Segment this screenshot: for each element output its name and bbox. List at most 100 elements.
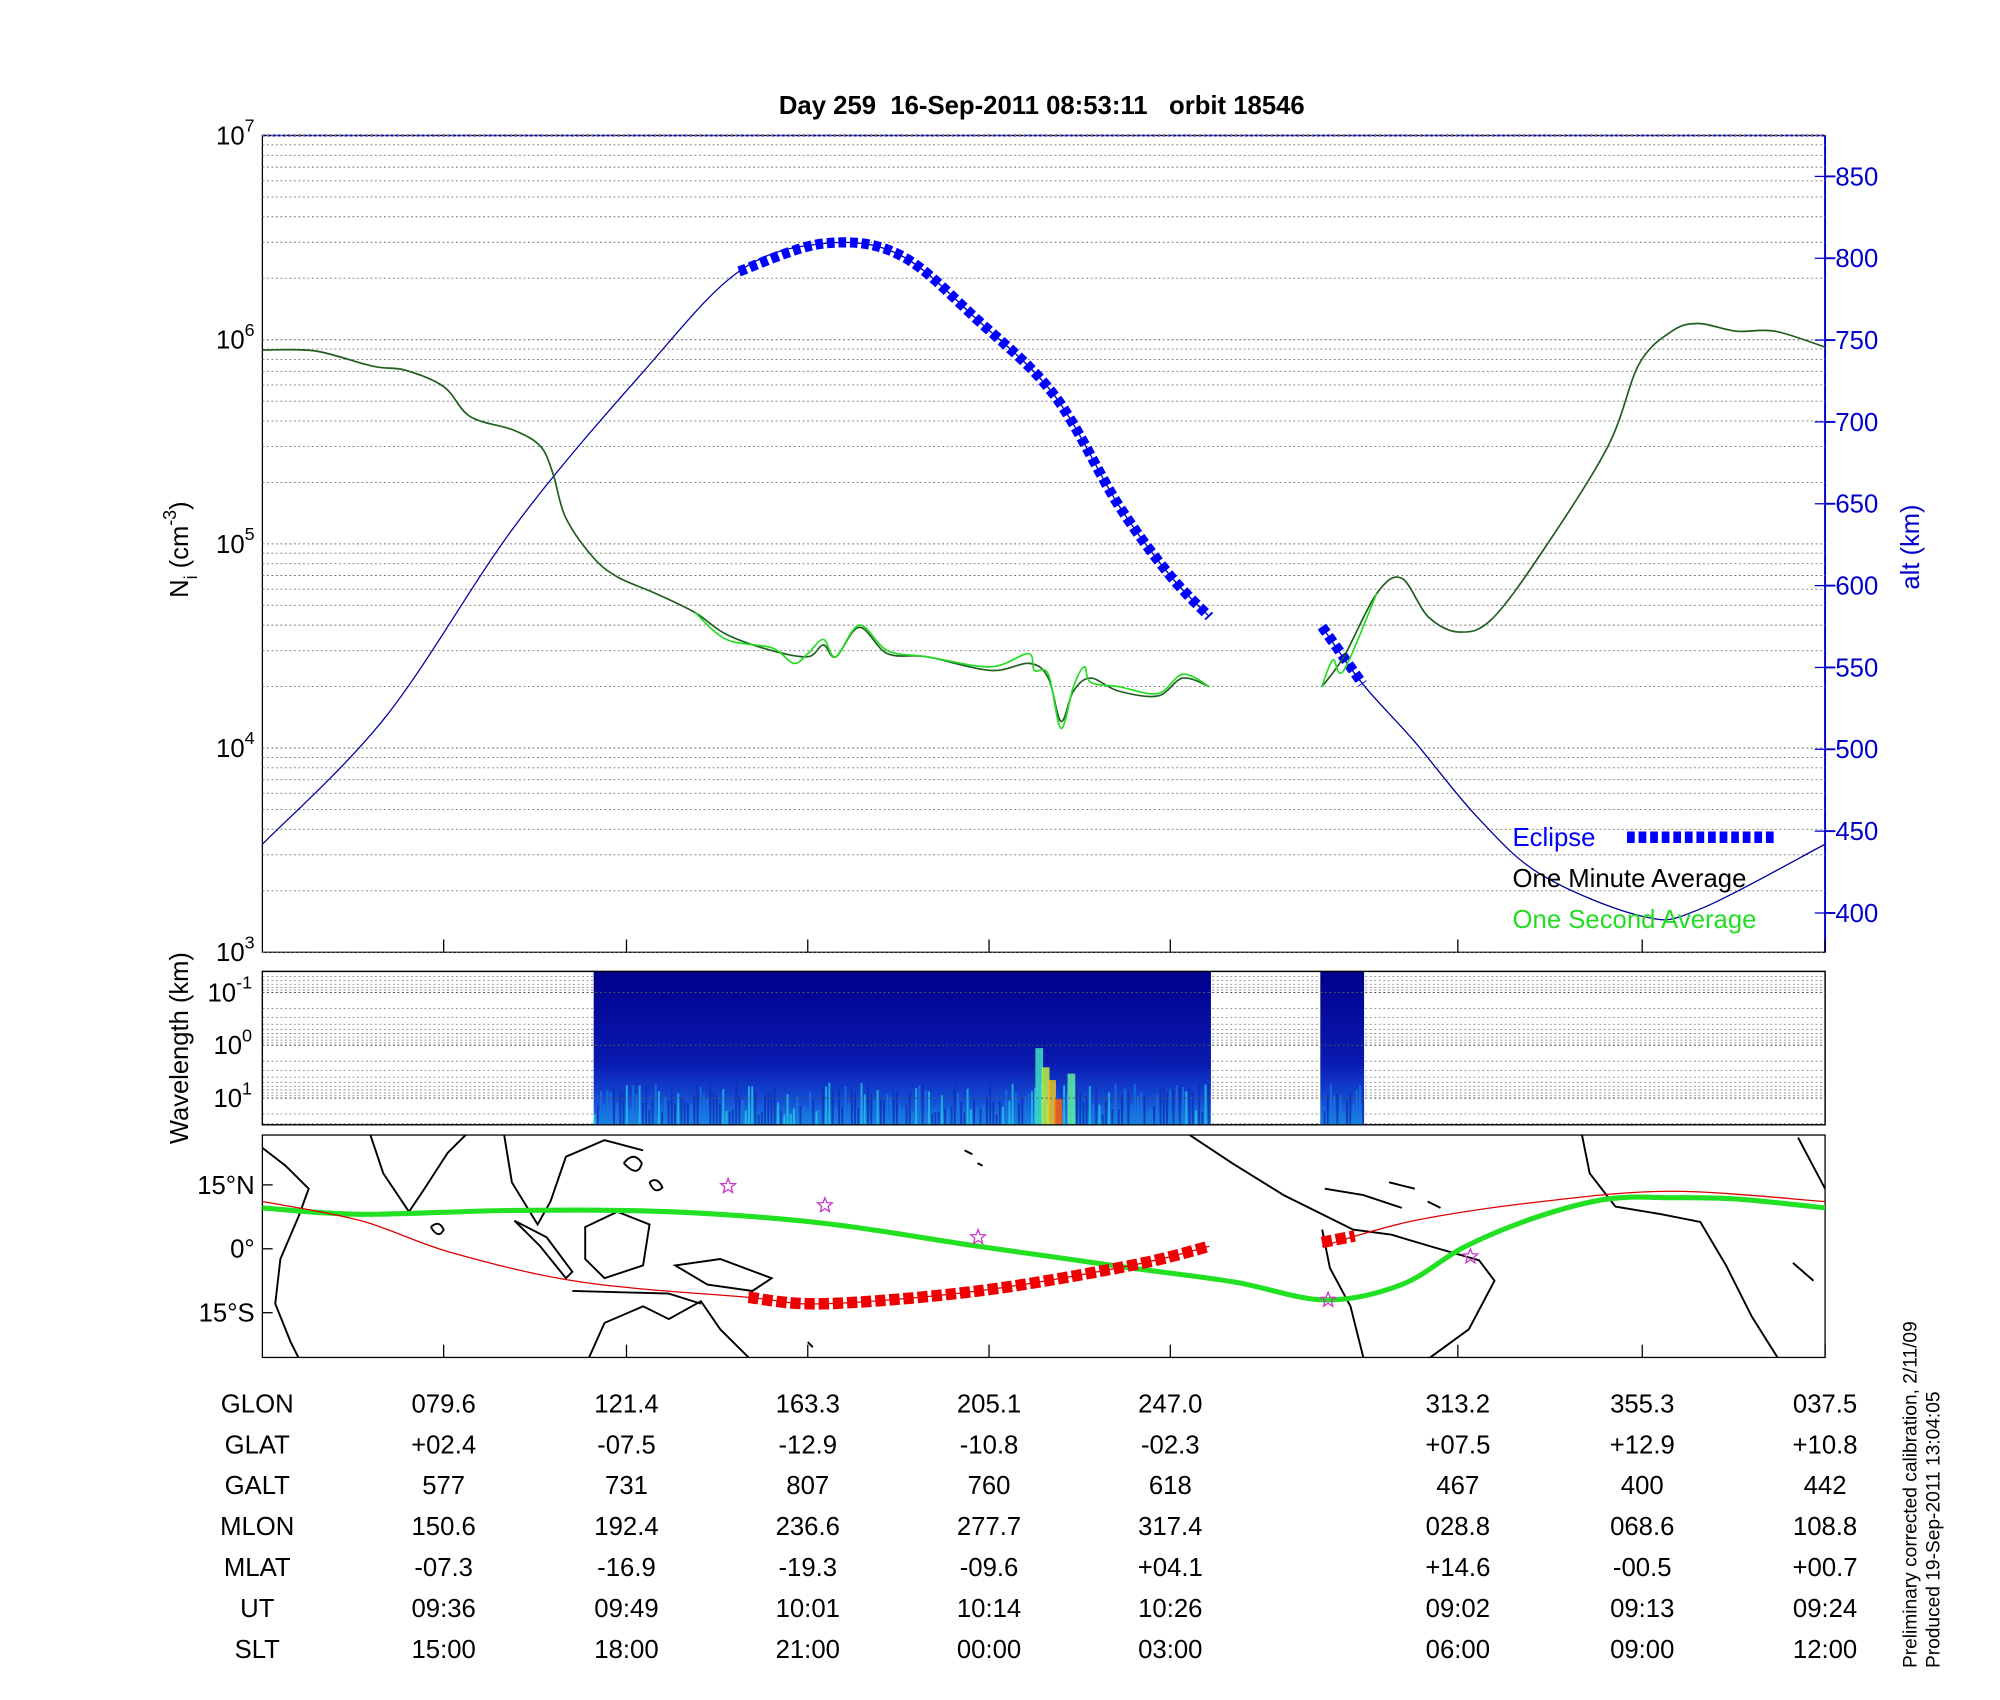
spectrogram-texture	[619, 1092, 622, 1125]
tick-base: 10	[216, 327, 245, 355]
spectrogram-texture	[973, 1098, 976, 1125]
spectrogram-texture	[1034, 1087, 1037, 1125]
spectrogram-texture	[805, 1112, 808, 1125]
spectrogram-texture	[1117, 1108, 1120, 1125]
spectrogram-texture	[989, 1082, 992, 1125]
y2-tick-label: 500	[1835, 736, 1878, 764]
table-cell: -00.5	[1613, 1554, 1672, 1582]
table-cell: 467	[1436, 1472, 1479, 1500]
spectrogram-texture	[629, 1110, 631, 1125]
table-cell: 03:00	[1138, 1636, 1202, 1664]
eclipse-line	[737, 237, 1367, 687]
y-axis-label: Wavelength (km)	[166, 952, 194, 1144]
legend-label: Eclipse	[1513, 824, 1596, 852]
spectrogram-texture	[1101, 1114, 1104, 1125]
eclipse-track	[747, 1230, 1356, 1310]
spectrogram-texture	[863, 1094, 866, 1125]
spectrogram-texture	[1185, 1091, 1188, 1125]
table-cell: 09:49	[594, 1595, 658, 1623]
table-cell: 150.6	[411, 1513, 475, 1541]
spectrogram-frame	[261, 970, 1826, 1126]
spectrogram-texture	[1326, 1093, 1329, 1125]
spectrogram-texture	[1041, 1067, 1050, 1125]
spectrogram-texture	[760, 1112, 763, 1125]
table-cell: 442	[1804, 1472, 1847, 1500]
y2-tick-label: 750	[1835, 327, 1878, 355]
data-line	[262, 241, 1826, 921]
spectrogram-texture	[751, 1086, 754, 1125]
y2-tick-label: 400	[1835, 900, 1878, 928]
spectrogram-texture	[1137, 1095, 1140, 1125]
spectrogram-texture	[802, 1107, 805, 1125]
spectrogram-texture	[757, 1114, 760, 1125]
spectrogram-texture	[857, 1108, 860, 1125]
tick-exponent: -1	[236, 973, 252, 993]
table-cell: -10.8	[960, 1431, 1019, 1459]
table-cell: 21:00	[776, 1636, 840, 1664]
spectrogram-texture	[1130, 1104, 1133, 1125]
table-cell: +04.1	[1138, 1554, 1203, 1582]
spectrogram-texture	[828, 1082, 831, 1125]
data-line	[694, 593, 1378, 730]
spectrogram-texture	[667, 1101, 670, 1125]
spectrogram-texture	[1166, 1092, 1168, 1125]
table-cell: 09:24	[1793, 1595, 1857, 1623]
table-cell: 247.0	[1138, 1390, 1202, 1418]
spectrogram-texture	[841, 1107, 844, 1125]
spectrogram-texture	[767, 1090, 770, 1125]
tick-base: 10	[213, 1085, 242, 1113]
table-cell: 121.4	[594, 1390, 658, 1418]
table-cell: 06:00	[1426, 1636, 1490, 1664]
table-cell: 09:00	[1610, 1636, 1674, 1664]
tick-base: 10	[216, 939, 245, 967]
tick-base: 10	[207, 979, 236, 1007]
spectrogram-texture	[883, 1100, 885, 1125]
spectrogram-texture	[1143, 1095, 1146, 1125]
note: Preliminary corrected calibration, 2/11/…	[1900, 1321, 1921, 1668]
track-line	[262, 1194, 1826, 1303]
tick-exponent: 0	[242, 1026, 252, 1046]
spectrogram-texture	[844, 1086, 847, 1125]
spectrogram-texture	[596, 1105, 599, 1125]
legend-label: One Second Average	[1513, 906, 1757, 934]
spectrogram-texture	[915, 1088, 918, 1125]
spectrogram-texture	[651, 1100, 654, 1125]
table-cell: 192.4	[594, 1513, 658, 1541]
spectrogram-texture	[773, 1086, 776, 1125]
table-cell: -16.9	[597, 1554, 656, 1582]
spectrogram-texture	[995, 1114, 998, 1125]
spectrogram-texture	[799, 1106, 802, 1125]
y2-tick-label: 700	[1835, 409, 1878, 437]
y-tick-label: 15°N	[197, 1172, 254, 1200]
spectrogram-texture	[1075, 1086, 1078, 1125]
tick-exponent: 5	[245, 524, 255, 544]
orbit-table: GLON 079.6 121.4 163.3 205.1 247.0 313.2 355.3 0…	[220, 1390, 1858, 1663]
table-cell: 09:02	[1426, 1595, 1490, 1623]
spectrogram-texture	[831, 1090, 834, 1125]
spectrogram-texture	[702, 1094, 705, 1125]
spectrogram-texture	[899, 1105, 902, 1125]
spectrogram-texture	[1048, 1080, 1056, 1125]
spectrogram-texture	[783, 1114, 786, 1125]
tick-base: 10	[216, 531, 245, 559]
spectrogram-texture	[625, 1085, 628, 1125]
spectrogram-texture	[712, 1091, 715, 1125]
spectrogram-texture	[1005, 1089, 1008, 1125]
spectrogram-texture	[1082, 1101, 1085, 1125]
star-marker	[719, 1176, 738, 1194]
spectrogram-texture	[924, 1090, 927, 1125]
spectrogram-texture	[664, 1096, 667, 1125]
table-cell: 205.1	[957, 1390, 1021, 1418]
table-cell: -12.9	[778, 1431, 837, 1459]
spectrogram-texture	[1207, 1084, 1210, 1125]
table-cell: 18:00	[594, 1636, 658, 1664]
spectrogram-texture	[825, 1086, 828, 1125]
table-cell: 236.6	[776, 1513, 840, 1541]
spectrogram-texture	[616, 1102, 619, 1125]
spectrogram-texture	[1352, 1103, 1355, 1125]
spectrogram-texture	[1188, 1087, 1191, 1125]
spectrogram-texture	[809, 1092, 812, 1125]
spectrogram-texture	[1320, 1114, 1323, 1125]
spectrogram-texture	[969, 1109, 972, 1125]
spectrogram-texture	[654, 1084, 657, 1125]
